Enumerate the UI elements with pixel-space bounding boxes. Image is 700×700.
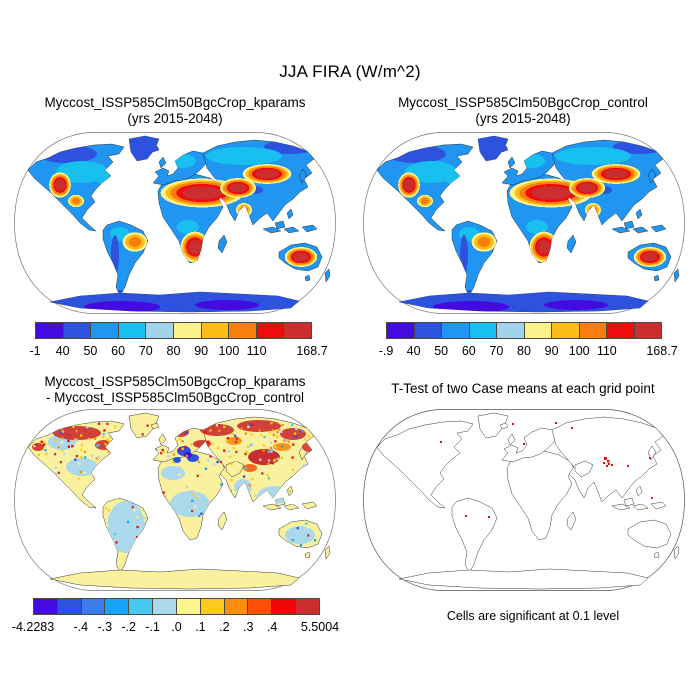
colorbar-labels: -4.2283 -.4 -.3 -.2 -.1 .0 .1 .2 .3 .4 5.5004: [12, 620, 339, 635]
colorbar-control: -.9 40 50 60 70 80 90 100 110 168.7: [379, 322, 678, 359]
ttest-caption: Cells are significant at 0.1 level: [446, 609, 620, 623]
panel-title-control-line2: (yrs 2015-2048): [475, 111, 571, 126]
colorbar-segment: [248, 599, 273, 614]
colorbar-segment: [118, 323, 147, 338]
colorbar-tick-label: 100: [218, 344, 240, 358]
colorbar-segment: [153, 599, 177, 614]
panel-title-kparams-line2: (yrs 2015-2048): [127, 111, 223, 126]
colorbar-segment: [497, 323, 525, 338]
panel-title-kparams: Myccost_ISSP585Clm50BgcCrop_kparams (yrs…: [15, 95, 335, 127]
colorbar-segment: [296, 599, 319, 614]
colorbar-segment: [91, 323, 119, 338]
colorbar-segment: [414, 323, 442, 338]
colorbar-segment: [634, 323, 661, 338]
colorbar-segment: [272, 599, 297, 614]
colorbar-tick-label: .3: [243, 620, 254, 634]
colorbar-bar: [33, 598, 320, 615]
colorbar-kparams: -1 40 50 60 70 80 90 100 110 168.7: [29, 322, 328, 359]
colorbar-segment: [173, 323, 202, 338]
colorbar-tick-label: 168.7: [646, 344, 678, 358]
colorbar-tick-label: -4.2283: [11, 620, 55, 634]
colorbar-segment: [256, 323, 285, 338]
colorbar-tick-label: 50: [83, 344, 98, 358]
colorbar-tick-label: -.4: [73, 620, 89, 634]
colorbar-segment: [36, 323, 64, 338]
colorbar-difference: -4.2283 -.4 -.3 -.2 -.1 .0 .1 .2 .3 .4 5.5004: [12, 598, 339, 635]
colorbar-tick-label: 40: [406, 344, 421, 358]
map-difference: [14, 409, 336, 591]
colorbar-segment: [607, 323, 635, 338]
figure-title: JJA FIRA (W/m^2): [279, 62, 421, 81]
panel-title-difference: Myccost_ISSP585Clm50BgcCrop_kparams - My…: [15, 374, 335, 406]
colorbar-tick-label: 80: [166, 344, 181, 358]
colorbar-segment: [176, 599, 201, 614]
colorbar-segment: [129, 599, 154, 614]
colorbar-segment: [387, 323, 415, 338]
colorbar-tick-label: 40: [55, 344, 70, 358]
colorbar-bar: [386, 322, 662, 339]
map-control: [363, 132, 685, 316]
colorbar-tick-label: .2: [219, 620, 230, 634]
panel-title-ttest-line1: T-Test of two Case means at each grid po…: [391, 381, 655, 396]
colorbar-tick-label: 100: [568, 344, 590, 358]
colorbar-tick-label: 110: [246, 344, 267, 358]
colorbar-segment: [579, 323, 607, 338]
colorbar-tick-label: 70: [138, 344, 153, 358]
colorbar-bar: [35, 322, 312, 339]
colorbar-segment: [146, 323, 174, 338]
colorbar-labels: -.9 40 50 60 70 80 90 100 110 168.7: [379, 344, 678, 359]
panel-title-difference-line1: Myccost_ISSP585Clm50BgcCrop_kparams: [44, 374, 306, 389]
panel-title-kparams-line1: Myccost_ISSP585Clm50BgcCrop_kparams: [44, 95, 306, 110]
colorbar-tick-label: -.1: [145, 620, 160, 634]
map-kparams: [14, 132, 336, 316]
colorbar-segment: [105, 599, 130, 614]
colorbar-segment: [524, 323, 552, 338]
colorbar-segment: [200, 599, 225, 614]
map-ttest: [363, 409, 685, 591]
colorbar-tick-label: -.9: [378, 344, 394, 358]
colorbar-tick-label: .4: [266, 620, 278, 634]
colorbar-segment: [229, 323, 257, 338]
colorbar-tick-label: 168.7: [296, 344, 328, 358]
colorbar-segment: [81, 599, 106, 614]
colorbar-tick-label: 90: [544, 344, 559, 358]
colorbar-labels: -1 40 50 60 70 80 90 100 110 168.7: [29, 344, 327, 359]
colorbar-segment: [552, 323, 580, 338]
colorbar-tick-label: .1: [195, 620, 206, 634]
colorbar-tick-label: 60: [461, 344, 476, 358]
colorbar-tick-label: 80: [517, 344, 531, 358]
colorbar-tick-label: 90: [194, 344, 209, 358]
colorbar-segment: [57, 599, 82, 614]
colorbar-segment: [469, 323, 497, 338]
colorbar-segment: [201, 323, 230, 338]
colorbar-tick-label: 110: [596, 344, 617, 358]
colorbar-tick-label: 60: [111, 344, 126, 358]
colorbar-tick-label: 50: [434, 344, 449, 358]
colorbar-tick-label: 70: [489, 344, 504, 358]
panel-title-control: Myccost_ISSP585Clm50BgcCrop_control (yrs…: [363, 95, 683, 127]
colorbar-segment: [442, 323, 470, 338]
panel-title-difference-line2: - Myccost_ISSP585Clm50BgcCrop_control: [45, 390, 305, 405]
colorbar-segment: [34, 599, 58, 614]
colorbar-segment: [284, 323, 311, 338]
colorbar-tick-label: 5.5004: [300, 620, 340, 634]
colorbar-segment: [63, 323, 92, 338]
colorbar-segment: [224, 599, 249, 614]
colorbar-tick-label: .0: [171, 620, 182, 634]
colorbar-tick-label: -.2: [121, 620, 136, 634]
panel-title-control-line1: Myccost_ISSP585Clm50BgcCrop_control: [398, 95, 648, 110]
panel-title-ttest: T-Test of two Case means at each grid po…: [363, 381, 683, 397]
colorbar-tick-label: -.3: [97, 620, 113, 634]
colorbar-tick-label: -1: [29, 344, 41, 358]
